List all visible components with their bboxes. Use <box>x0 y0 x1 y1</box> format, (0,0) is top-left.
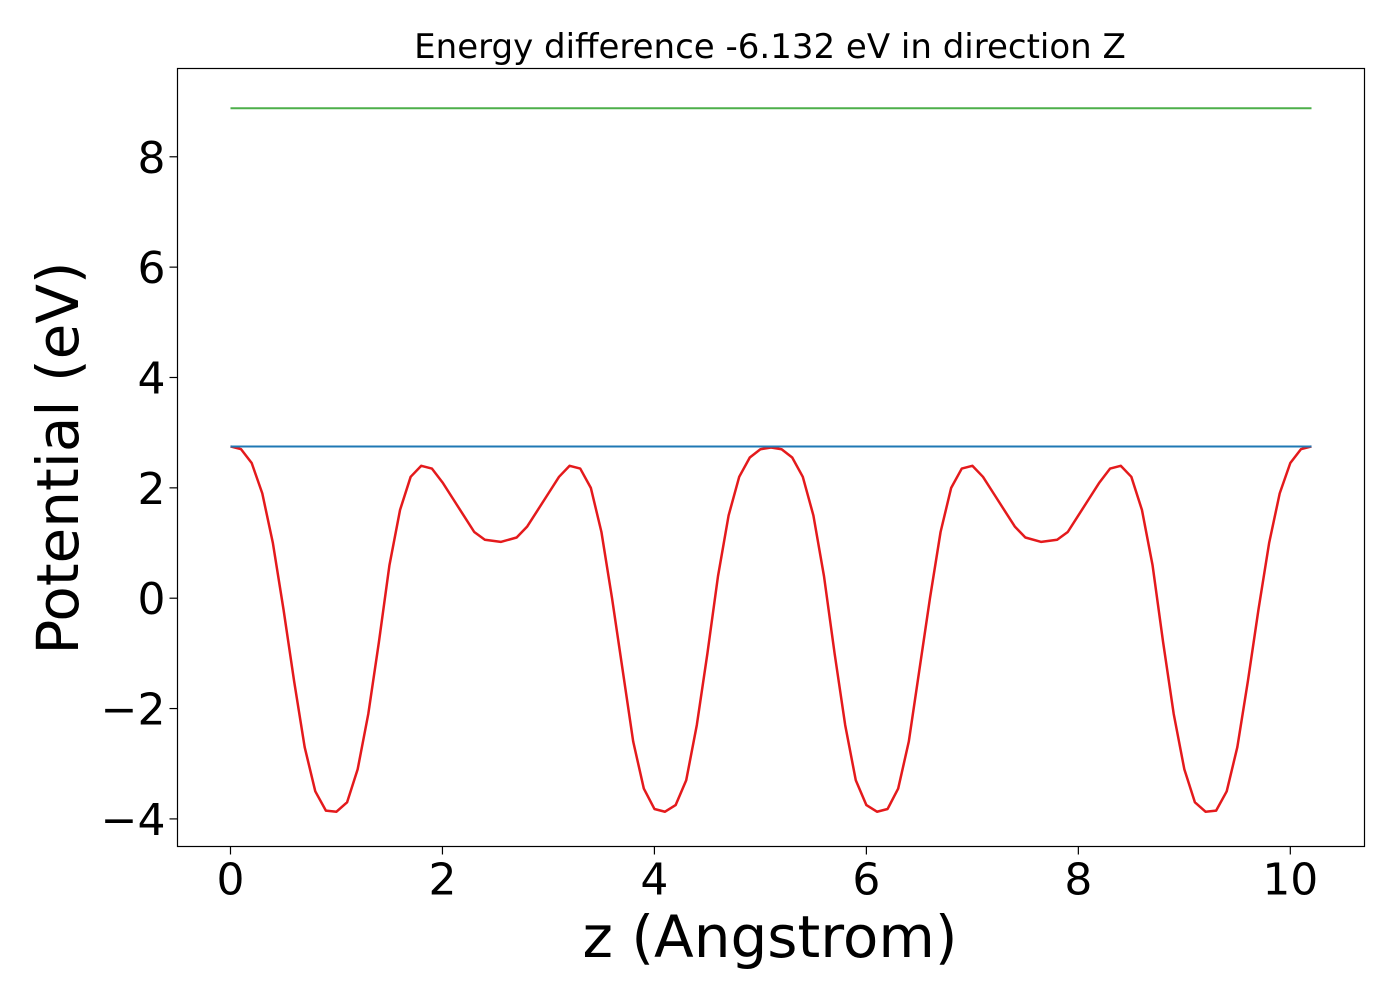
y-axis-label: Potential (eV) <box>24 261 92 654</box>
y-tick-label: −2 <box>101 685 166 736</box>
y-tick-label: 8 <box>138 133 166 184</box>
x-tick-label: 10 <box>1262 855 1318 906</box>
x-tick-label: 2 <box>428 855 456 906</box>
plot-frame <box>176 67 1366 848</box>
axis-ticks: 0 2 4 6 8 10 −4 −2 0 2 4 6 8 <box>101 133 1319 906</box>
x-tick-label: 0 <box>216 855 244 906</box>
y-tick-label: 6 <box>138 243 166 294</box>
series-line-0 <box>230 445 1312 813</box>
x-tick-label: 4 <box>640 855 668 906</box>
x-tick-label: 6 <box>852 855 880 906</box>
x-axis-label: z (Angstrom) <box>583 903 958 971</box>
x-tick-label: 8 <box>1064 855 1092 906</box>
y-tick-label: 2 <box>138 464 166 515</box>
chart-title: Energy difference -6.132 eV in direction… <box>414 27 1126 67</box>
y-tick-label: 4 <box>138 353 166 404</box>
y-tick-label: 0 <box>138 574 166 625</box>
plot-area <box>230 107 1312 813</box>
y-tick-label: −4 <box>101 795 166 846</box>
